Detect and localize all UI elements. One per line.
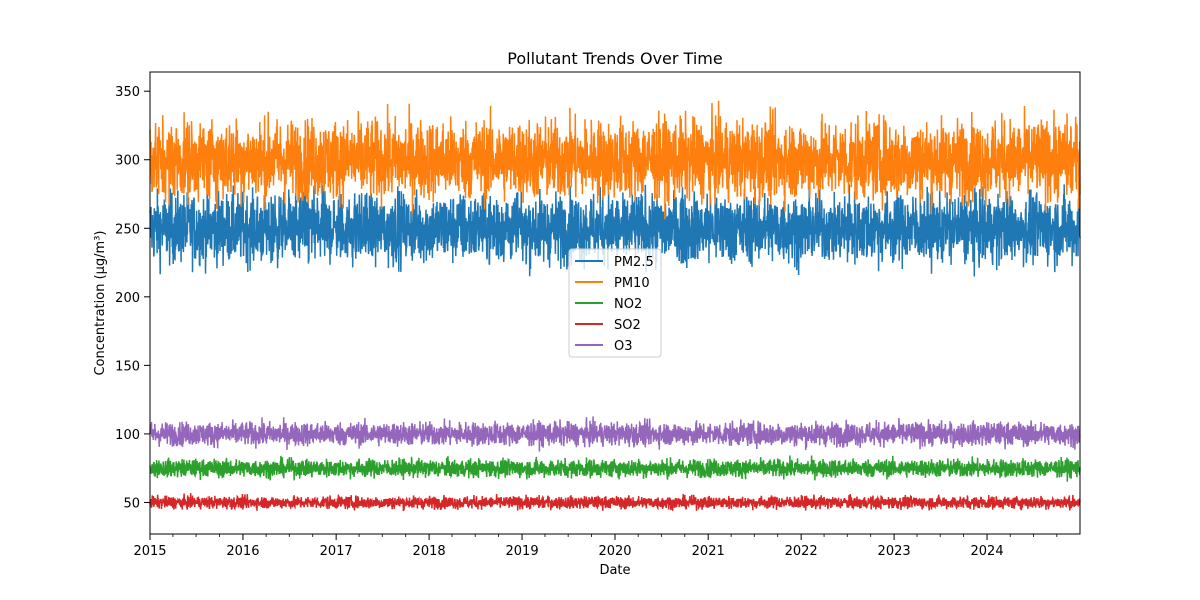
legend-box <box>568 248 662 358</box>
x-axis: 2015 2016 2017 2018 2019 2020 2021 2022 2023 2024 <box>133 534 1058 559</box>
y-axis: 50 100 150 200 250 300 350 <box>115 85 150 511</box>
series-line-no2 <box>149 455 1081 482</box>
legend: PM2.5 PM10 NO2 SO2 O3 <box>568 248 662 358</box>
x-tick-label: 2020 <box>598 544 631 559</box>
legend-label: O3 <box>614 339 633 354</box>
x-tick-label: 2015 <box>133 544 166 559</box>
series-line-o3 <box>149 416 1081 452</box>
series-line-pm10 <box>149 100 1081 220</box>
x-tick-label: 2018 <box>413 544 446 559</box>
x-tick-label: 2019 <box>506 544 539 559</box>
y-tick-label: 350 <box>115 85 140 100</box>
y-tick-label: 150 <box>115 359 140 374</box>
series-line-pm25 <box>149 184 1081 277</box>
x-tick-label: 2017 <box>320 544 353 559</box>
y-tick-label: 200 <box>115 291 140 306</box>
y-tick-label: 100 <box>115 428 140 443</box>
x-tick-label: 2023 <box>878 544 911 559</box>
legend-label: SO2 <box>614 318 641 333</box>
x-tick-label: 2024 <box>971 544 1004 559</box>
chart-title: Pollutant Trends Over Time <box>507 49 722 68</box>
legend-label: PM2.5 <box>614 255 654 270</box>
series-layer <box>149 100 1081 512</box>
y-tick-label: 250 <box>115 222 140 237</box>
x-tick-label: 2016 <box>226 544 259 559</box>
y-axis-label: Concentration (µg/m³) <box>93 230 108 375</box>
x-tick-label: 2021 <box>692 544 725 559</box>
legend-label: PM10 <box>614 276 650 291</box>
y-tick-label: 300 <box>115 154 140 169</box>
x-tick-label: 2022 <box>785 544 818 559</box>
series-line-so2 <box>149 493 1081 512</box>
legend-label: NO2 <box>614 297 642 312</box>
y-tick-label: 50 <box>123 496 140 511</box>
x-axis-label: Date <box>599 563 630 578</box>
